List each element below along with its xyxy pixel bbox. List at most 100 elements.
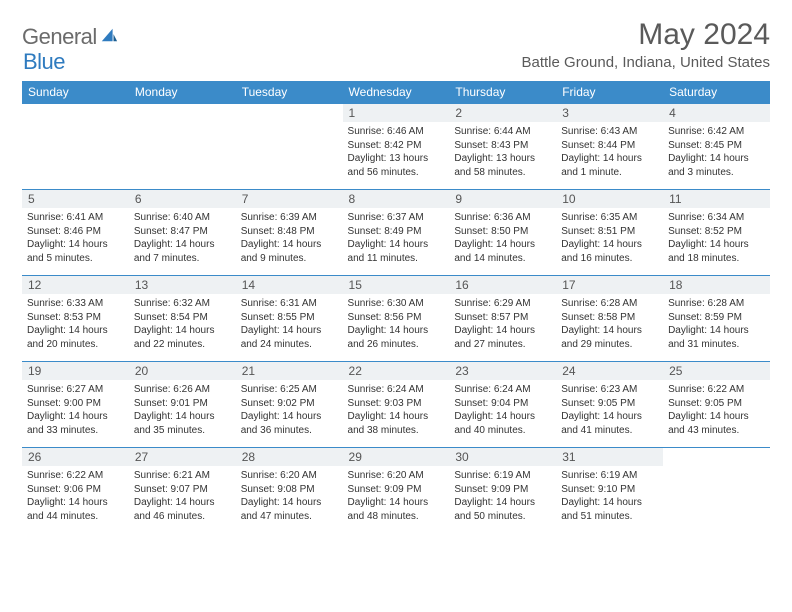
daylight-text: Daylight: 14 hours and 1 minute. bbox=[561, 152, 658, 179]
calendar-cell: 1Sunrise: 6:46 AMSunset: 8:42 PMDaylight… bbox=[343, 104, 450, 190]
calendar-cell: 14Sunrise: 6:31 AMSunset: 8:55 PMDayligh… bbox=[236, 276, 343, 362]
day-details: Sunrise: 6:40 AMSunset: 8:47 PMDaylight:… bbox=[129, 208, 236, 267]
daylight-text: Daylight: 14 hours and 29 minutes. bbox=[561, 324, 658, 351]
sunset-text: Sunset: 8:54 PM bbox=[134, 311, 231, 325]
day-number: 23 bbox=[449, 362, 556, 380]
daylight-text: Daylight: 14 hours and 14 minutes. bbox=[454, 238, 551, 265]
sunset-text: Sunset: 9:02 PM bbox=[241, 397, 338, 411]
daylight-text: Daylight: 14 hours and 38 minutes. bbox=[348, 410, 445, 437]
day-details: Sunrise: 6:33 AMSunset: 8:53 PMDaylight:… bbox=[22, 294, 129, 353]
sunset-text: Sunset: 8:43 PM bbox=[454, 139, 551, 153]
sunrise-text: Sunrise: 6:39 AM bbox=[241, 211, 338, 225]
calendar-row: 26Sunrise: 6:22 AMSunset: 9:06 PMDayligh… bbox=[22, 448, 770, 534]
sunrise-text: Sunrise: 6:25 AM bbox=[241, 383, 338, 397]
daylight-text: Daylight: 14 hours and 51 minutes. bbox=[561, 496, 658, 523]
day-number: 27 bbox=[129, 448, 236, 466]
sunset-text: Sunset: 9:06 PM bbox=[27, 483, 124, 497]
sunrise-text: Sunrise: 6:23 AM bbox=[561, 383, 658, 397]
sunset-text: Sunset: 8:48 PM bbox=[241, 225, 338, 239]
day-number: 14 bbox=[236, 276, 343, 294]
weekday-row: Sunday Monday Tuesday Wednesday Thursday… bbox=[22, 81, 770, 104]
day-number: 18 bbox=[663, 276, 770, 294]
day-number: 15 bbox=[343, 276, 450, 294]
daylight-text: Daylight: 14 hours and 26 minutes. bbox=[348, 324, 445, 351]
day-number: 28 bbox=[236, 448, 343, 466]
day-details: Sunrise: 6:28 AMSunset: 8:58 PMDaylight:… bbox=[556, 294, 663, 353]
calendar-row: 1Sunrise: 6:46 AMSunset: 8:42 PMDaylight… bbox=[22, 104, 770, 190]
calendar-cell: 19Sunrise: 6:27 AMSunset: 9:00 PMDayligh… bbox=[22, 362, 129, 448]
sunset-text: Sunset: 8:55 PM bbox=[241, 311, 338, 325]
sunset-text: Sunset: 8:53 PM bbox=[27, 311, 124, 325]
day-details: Sunrise: 6:35 AMSunset: 8:51 PMDaylight:… bbox=[556, 208, 663, 267]
daylight-text: Daylight: 14 hours and 7 minutes. bbox=[134, 238, 231, 265]
calendar-cell: 8Sunrise: 6:37 AMSunset: 8:49 PMDaylight… bbox=[343, 190, 450, 276]
day-details: Sunrise: 6:46 AMSunset: 8:42 PMDaylight:… bbox=[343, 122, 450, 181]
daylight-text: Daylight: 14 hours and 33 minutes. bbox=[27, 410, 124, 437]
calendar-cell: 25Sunrise: 6:22 AMSunset: 9:05 PMDayligh… bbox=[663, 362, 770, 448]
weekday-header: Tuesday bbox=[236, 81, 343, 104]
weekday-header: Friday bbox=[556, 81, 663, 104]
day-details: Sunrise: 6:24 AMSunset: 9:04 PMDaylight:… bbox=[449, 380, 556, 439]
sunrise-text: Sunrise: 6:20 AM bbox=[241, 469, 338, 483]
sunset-text: Sunset: 8:58 PM bbox=[561, 311, 658, 325]
sunrise-text: Sunrise: 6:28 AM bbox=[668, 297, 765, 311]
sunrise-text: Sunrise: 6:30 AM bbox=[348, 297, 445, 311]
day-number: 16 bbox=[449, 276, 556, 294]
calendar-row: 5Sunrise: 6:41 AMSunset: 8:46 PMDaylight… bbox=[22, 190, 770, 276]
calendar-table: Sunday Monday Tuesday Wednesday Thursday… bbox=[22, 81, 770, 534]
calendar-cell: 3Sunrise: 6:43 AMSunset: 8:44 PMDaylight… bbox=[556, 104, 663, 190]
day-number bbox=[129, 104, 236, 122]
sunrise-text: Sunrise: 6:34 AM bbox=[668, 211, 765, 225]
calendar-cell: 7Sunrise: 6:39 AMSunset: 8:48 PMDaylight… bbox=[236, 190, 343, 276]
day-details: Sunrise: 6:20 AMSunset: 9:08 PMDaylight:… bbox=[236, 466, 343, 525]
calendar-cell: 18Sunrise: 6:28 AMSunset: 8:59 PMDayligh… bbox=[663, 276, 770, 362]
day-details: Sunrise: 6:20 AMSunset: 9:09 PMDaylight:… bbox=[343, 466, 450, 525]
sunset-text: Sunset: 8:44 PM bbox=[561, 139, 658, 153]
sunrise-text: Sunrise: 6:33 AM bbox=[27, 297, 124, 311]
day-details: Sunrise: 6:28 AMSunset: 8:59 PMDaylight:… bbox=[663, 294, 770, 353]
sunrise-text: Sunrise: 6:46 AM bbox=[348, 125, 445, 139]
sunset-text: Sunset: 9:09 PM bbox=[454, 483, 551, 497]
day-number: 8 bbox=[343, 190, 450, 208]
daylight-text: Daylight: 14 hours and 16 minutes. bbox=[561, 238, 658, 265]
daylight-text: Daylight: 14 hours and 9 minutes. bbox=[241, 238, 338, 265]
day-number: 5 bbox=[22, 190, 129, 208]
sunrise-text: Sunrise: 6:19 AM bbox=[454, 469, 551, 483]
calendar-cell: 5Sunrise: 6:41 AMSunset: 8:46 PMDaylight… bbox=[22, 190, 129, 276]
day-details: Sunrise: 6:42 AMSunset: 8:45 PMDaylight:… bbox=[663, 122, 770, 181]
daylight-text: Daylight: 14 hours and 20 minutes. bbox=[27, 324, 124, 351]
sunrise-text: Sunrise: 6:19 AM bbox=[561, 469, 658, 483]
title-block: May 2024 Battle Ground, Indiana, United … bbox=[522, 18, 771, 71]
sunset-text: Sunset: 9:05 PM bbox=[561, 397, 658, 411]
sunset-text: Sunset: 8:49 PM bbox=[348, 225, 445, 239]
sunrise-text: Sunrise: 6:27 AM bbox=[27, 383, 124, 397]
sunset-text: Sunset: 9:08 PM bbox=[241, 483, 338, 497]
calendar-cell bbox=[663, 448, 770, 534]
day-details: Sunrise: 6:34 AMSunset: 8:52 PMDaylight:… bbox=[663, 208, 770, 267]
day-details: Sunrise: 6:37 AMSunset: 8:49 PMDaylight:… bbox=[343, 208, 450, 267]
sunset-text: Sunset: 9:07 PM bbox=[134, 483, 231, 497]
sunrise-text: Sunrise: 6:29 AM bbox=[454, 297, 551, 311]
calendar-row: 12Sunrise: 6:33 AMSunset: 8:53 PMDayligh… bbox=[22, 276, 770, 362]
calendar-cell: 30Sunrise: 6:19 AMSunset: 9:09 PMDayligh… bbox=[449, 448, 556, 534]
daylight-text: Daylight: 14 hours and 43 minutes. bbox=[668, 410, 765, 437]
calendar-row: 19Sunrise: 6:27 AMSunset: 9:00 PMDayligh… bbox=[22, 362, 770, 448]
sunset-text: Sunset: 8:51 PM bbox=[561, 225, 658, 239]
calendar-cell bbox=[22, 104, 129, 190]
daylight-text: Daylight: 14 hours and 50 minutes. bbox=[454, 496, 551, 523]
sunset-text: Sunset: 8:45 PM bbox=[668, 139, 765, 153]
sunrise-text: Sunrise: 6:42 AM bbox=[668, 125, 765, 139]
day-details: Sunrise: 6:44 AMSunset: 8:43 PMDaylight:… bbox=[449, 122, 556, 181]
sunrise-text: Sunrise: 6:24 AM bbox=[454, 383, 551, 397]
calendar-cell: 21Sunrise: 6:25 AMSunset: 9:02 PMDayligh… bbox=[236, 362, 343, 448]
day-number: 12 bbox=[22, 276, 129, 294]
day-details: Sunrise: 6:26 AMSunset: 9:01 PMDaylight:… bbox=[129, 380, 236, 439]
day-number: 4 bbox=[663, 104, 770, 122]
day-details: Sunrise: 6:19 AMSunset: 9:09 PMDaylight:… bbox=[449, 466, 556, 525]
sunrise-text: Sunrise: 6:43 AM bbox=[561, 125, 658, 139]
weekday-header: Monday bbox=[129, 81, 236, 104]
daylight-text: Daylight: 14 hours and 3 minutes. bbox=[668, 152, 765, 179]
weekday-header: Saturday bbox=[663, 81, 770, 104]
sunrise-text: Sunrise: 6:26 AM bbox=[134, 383, 231, 397]
day-number: 19 bbox=[22, 362, 129, 380]
